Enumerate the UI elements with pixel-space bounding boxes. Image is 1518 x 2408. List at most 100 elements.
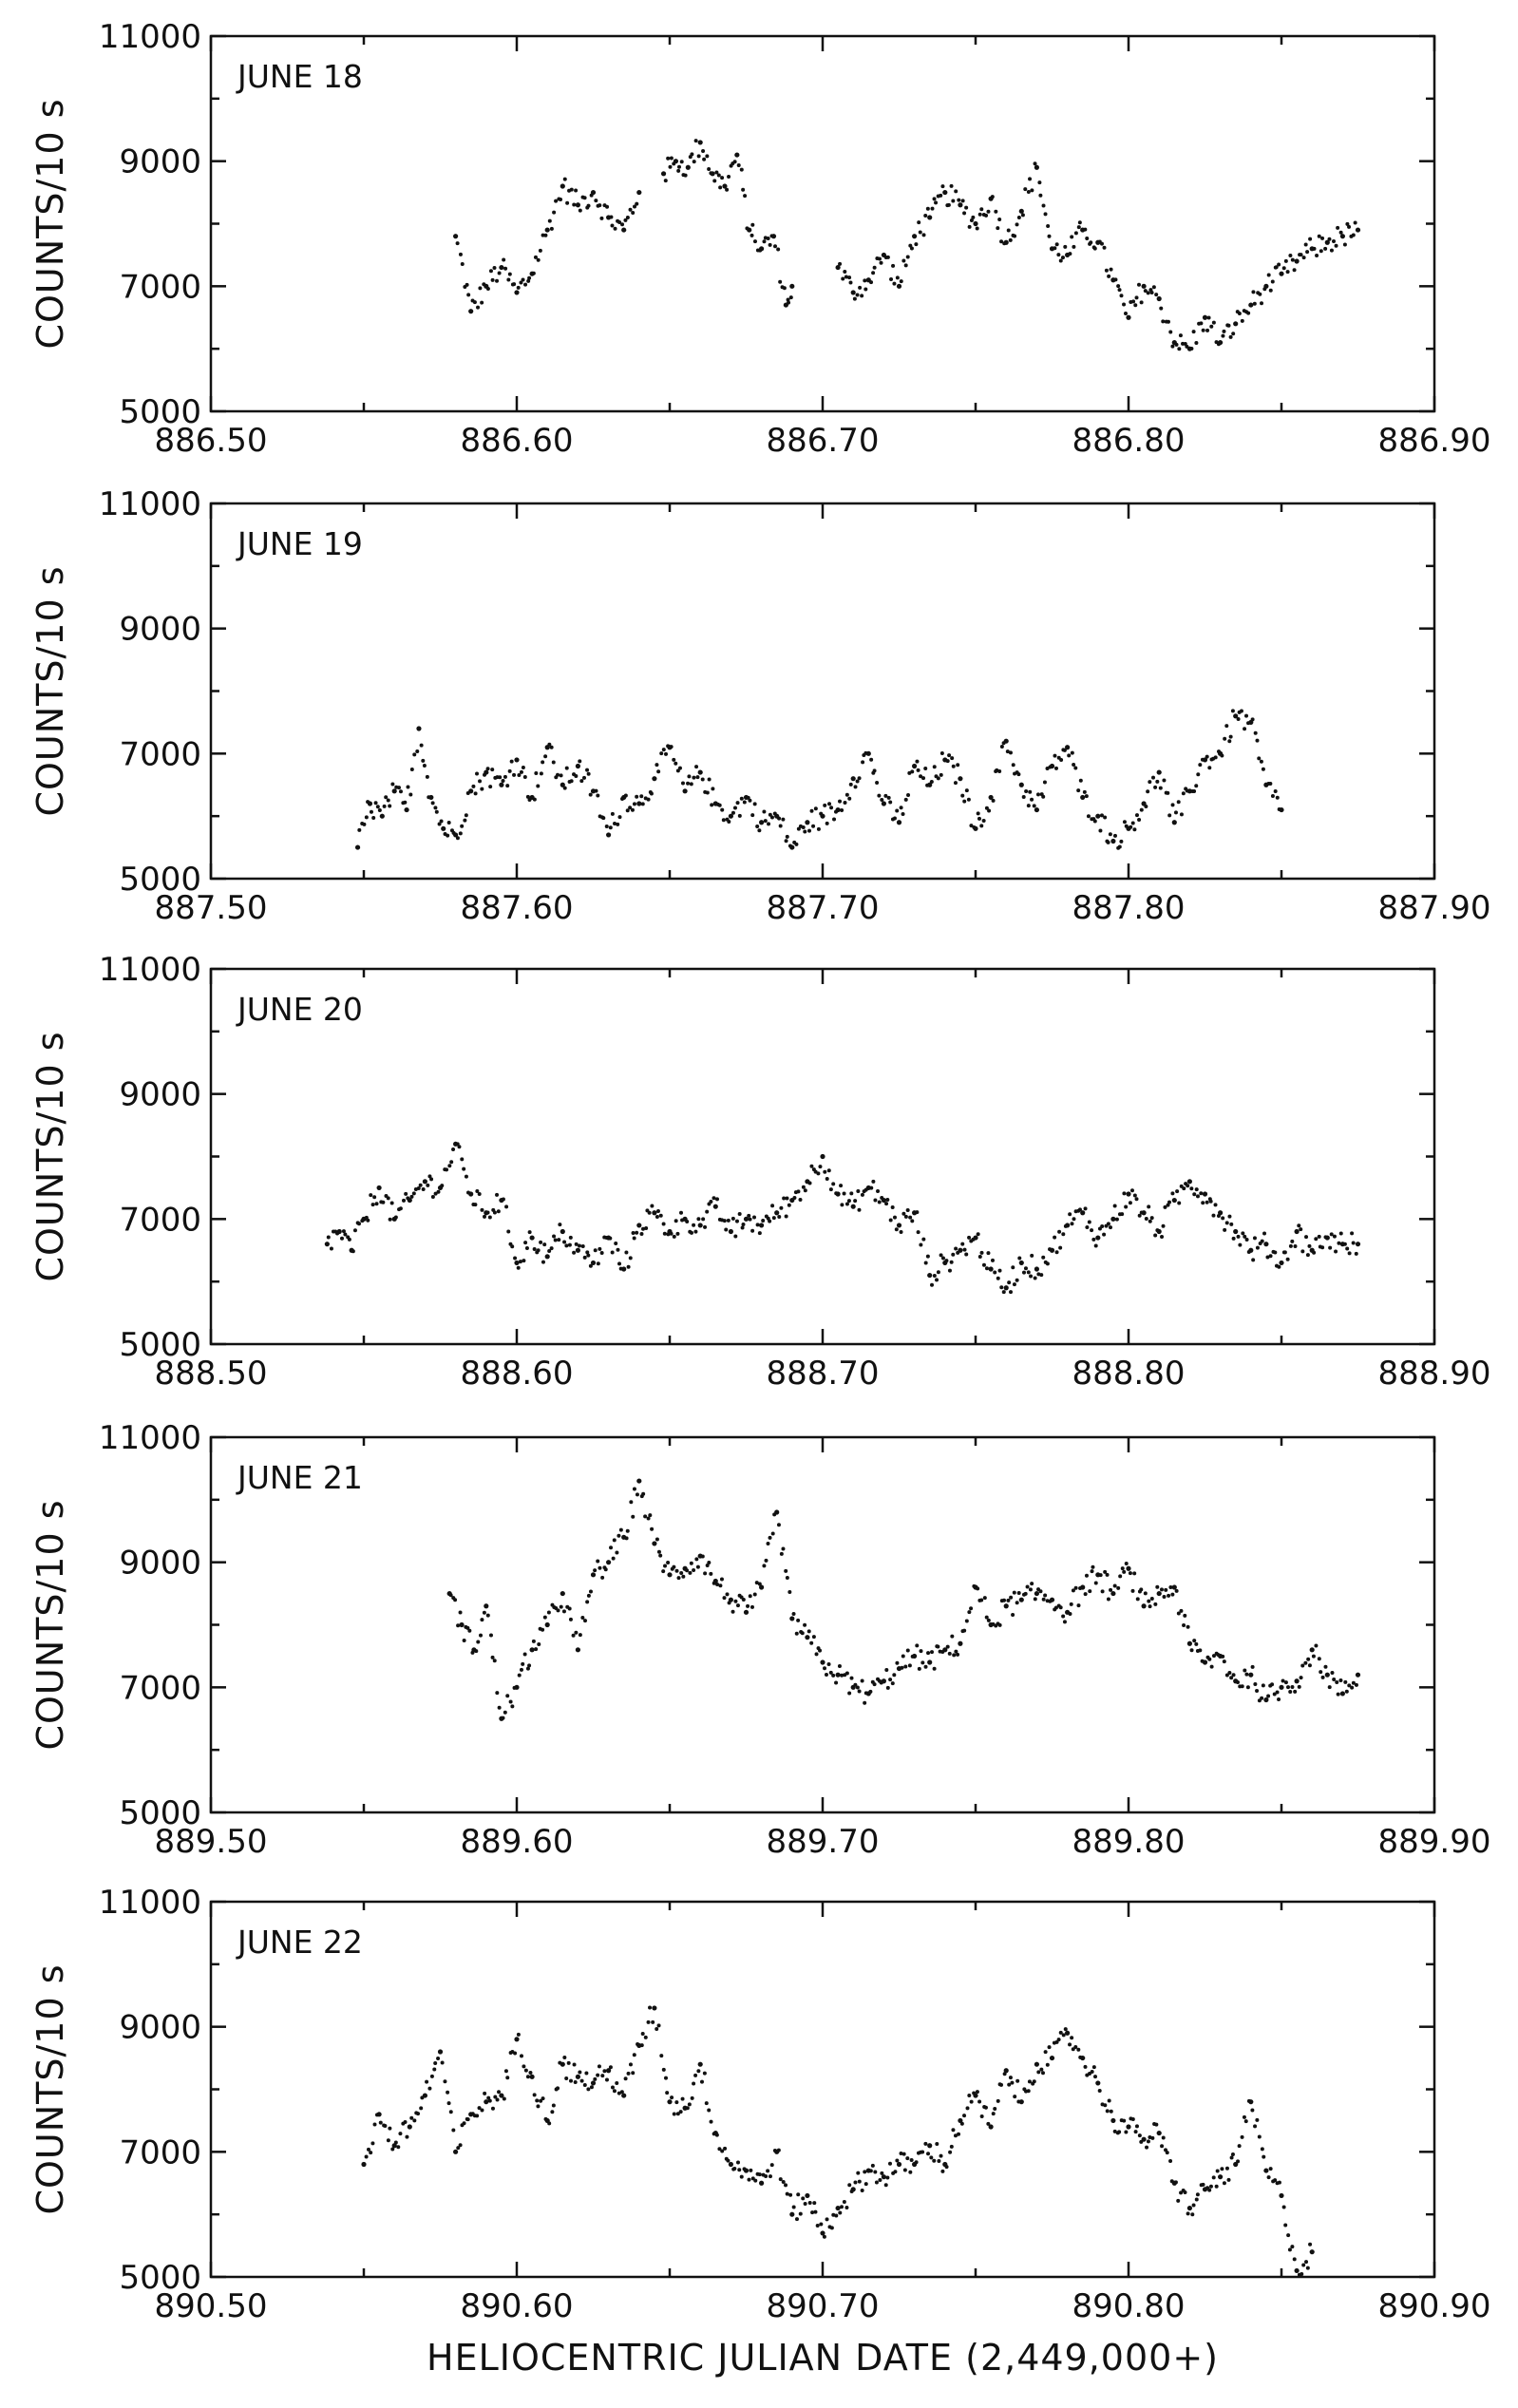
data-point-interp (599, 216, 604, 220)
data-point (1034, 806, 1039, 813)
data-point-interp (495, 1192, 500, 1197)
data-point-interp (1117, 844, 1122, 849)
data-point-interp (460, 824, 465, 828)
panel-date-label: JUNE 21 (236, 1459, 363, 1496)
data-point-interp (615, 1550, 619, 1555)
y-tick-label: 9000 (119, 1076, 201, 1114)
y-tick-label: 11000 (99, 485, 201, 523)
data-point-interp (676, 164, 681, 169)
data-point-interp (796, 1618, 801, 1622)
data-point-interp (472, 300, 477, 305)
data-point-interp (1092, 819, 1097, 824)
data-point-interp (1134, 1197, 1139, 1202)
data-point-interp (709, 1571, 713, 1576)
data-point-interp (366, 800, 370, 805)
data-point-interp (962, 211, 967, 216)
data-point (927, 2143, 933, 2149)
data-point-interp (597, 2064, 601, 2069)
data-point-interp (750, 1228, 755, 1233)
data-point-interp (811, 1635, 816, 1640)
data-point-interp (1262, 287, 1267, 292)
data-point (1110, 2117, 1116, 2124)
data-points (354, 709, 1284, 850)
data-point-interp (535, 2098, 540, 2103)
data-point-interp (884, 1202, 889, 1206)
data-point-interp (848, 280, 853, 285)
data-point-interp (1266, 273, 1271, 277)
data-point-interp (1261, 767, 1265, 771)
data-point-interp (675, 768, 680, 773)
data-point-interp (1170, 344, 1175, 349)
data-point (896, 1223, 902, 1228)
data-point-interp (939, 1253, 943, 1258)
data-point-interp (497, 2090, 502, 2095)
data-point-interp (1192, 788, 1197, 793)
data-point-interp (919, 1649, 923, 1654)
data-point-interp (490, 2106, 495, 2111)
data-point-interp (409, 767, 414, 771)
data-point-interp (1032, 2079, 1036, 2084)
data-point-interp (611, 1556, 616, 1561)
data-point-interp (536, 2104, 541, 2109)
data-point-interp (1008, 750, 1013, 755)
data-point (942, 189, 948, 196)
data-point-interp (889, 276, 894, 281)
data-point-interp (1083, 1206, 1088, 1211)
data-point-interp (443, 2079, 447, 2084)
data-point-interp (1139, 2139, 1144, 2144)
data-point-interp (1177, 1201, 1182, 1205)
data-point-interp (513, 1256, 518, 1261)
data-point-interp (639, 1232, 644, 1237)
data-point-interp (580, 1243, 585, 1248)
data-point-interp (609, 1545, 614, 1550)
data-point-interp (1053, 753, 1057, 758)
data-point-interp (562, 177, 567, 181)
data-point-interp (601, 816, 606, 821)
data-point-interp (1041, 1255, 1046, 1260)
data-point-interp (1354, 1251, 1358, 1256)
data-point-interp (482, 1610, 486, 1615)
data-point-interp (1178, 333, 1183, 338)
data-point-interp (903, 263, 908, 268)
data-point-interp (712, 1581, 716, 1585)
data-point-interp (762, 1564, 767, 1568)
data-point-interp (1205, 754, 1209, 759)
data-point (1233, 1228, 1239, 1235)
data-point-interp (972, 2091, 977, 2095)
data-point-interp (665, 2091, 670, 2095)
data-point-interp (1174, 342, 1179, 347)
data-point-interp (617, 1533, 621, 1538)
data-point-interp (722, 1596, 727, 1601)
data-point-interp (939, 772, 943, 777)
data-point-interp (492, 1210, 497, 1215)
data-point-interp (829, 806, 834, 810)
data-point-interp (617, 815, 622, 820)
data-point-interp (960, 199, 965, 203)
data-point-interp (1292, 268, 1297, 273)
data-point-interp (1168, 330, 1173, 334)
data-point-interp (1143, 289, 1148, 294)
data-point-interp (453, 1598, 458, 1602)
data-point-interp (326, 1235, 331, 1240)
data-point-interp (604, 1236, 609, 1241)
data-point-interp (480, 300, 484, 305)
data-point-interp (964, 205, 969, 210)
data-point (416, 726, 422, 731)
data-point-interp (618, 1527, 623, 1532)
data-point-interp (541, 2096, 545, 2101)
data-point-interp (1243, 1234, 1247, 1239)
data-point-interp (458, 252, 463, 256)
data-point-interp (1056, 2038, 1061, 2042)
data-point-interp (806, 1629, 811, 1634)
data-point-interp (828, 1670, 833, 1675)
data-point-interp (742, 800, 747, 805)
data-point-interp (880, 2171, 884, 2175)
data-point-interp (1300, 2272, 1304, 2277)
data-point-interp (470, 1650, 475, 1655)
data-point-interp (909, 246, 914, 251)
data-point-interp (412, 2118, 417, 2123)
data-point-interp (1120, 1212, 1125, 1217)
data-point-interp (840, 1673, 844, 1678)
data-point-interp (1211, 320, 1216, 325)
data-point-interp (979, 1598, 984, 1602)
